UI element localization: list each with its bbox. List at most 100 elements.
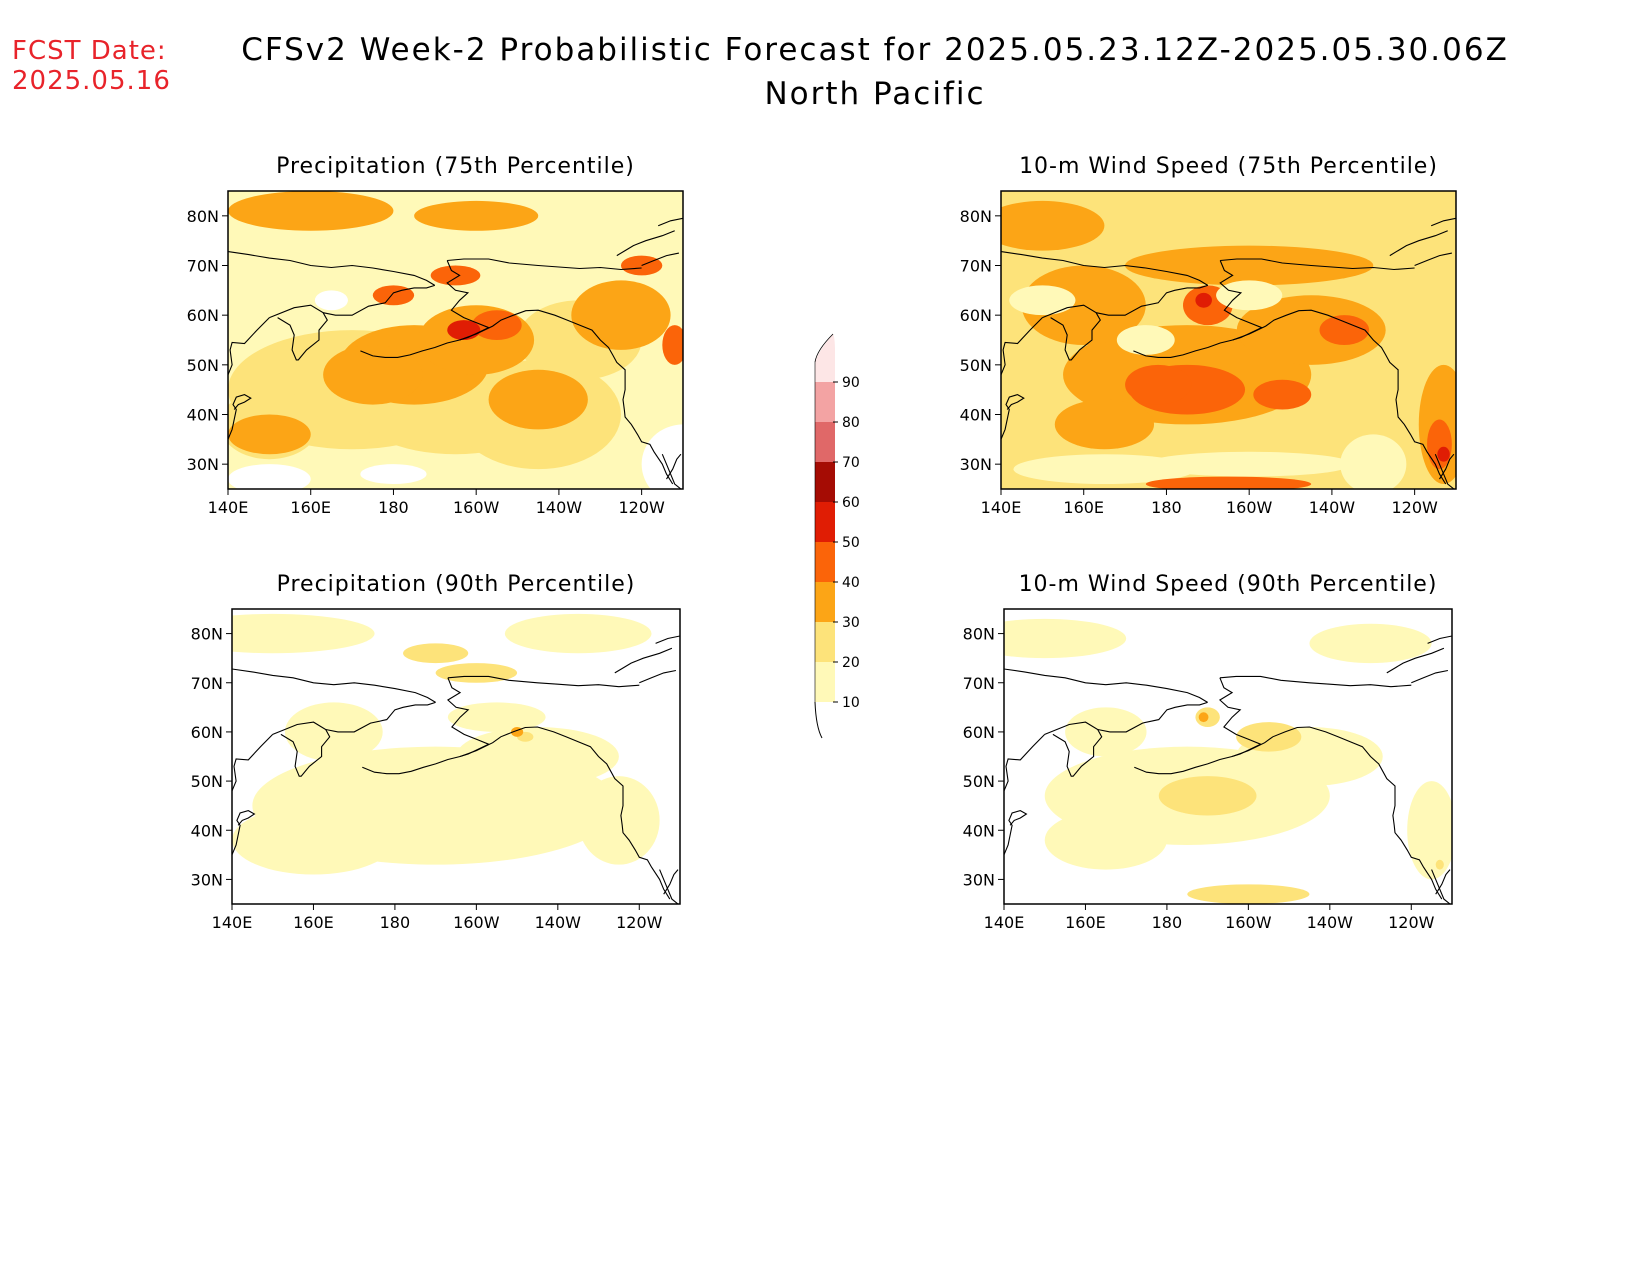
probability-contour [1044,810,1167,870]
lat-tick-label: 70N [960,257,992,276]
colorbar-label: 20 [842,655,860,671]
map-frame [231,608,681,905]
lat-tick-label: 60N [963,723,995,742]
probability-contour [504,613,652,654]
map-panel-precip90: Precipitation (90th Percentile) 80N 70N 60N… [191,572,681,932]
lon-tick-label: 140W [1309,498,1356,517]
probability-contour [430,265,481,286]
lat-tick-label: 80N [963,625,995,644]
probability-contour [314,290,348,311]
probability-contour [447,702,546,732]
probability-contour [1340,434,1407,489]
lon-tick-label: 120W [1391,498,1438,517]
probability-contour [414,200,539,231]
probability-contour [662,325,683,365]
lat-tick-label: 60N [187,306,219,325]
lat-tick-label: 80N [960,207,992,226]
probability-contour [1145,476,1312,489]
lon-tick-label: 160W [1226,498,1273,517]
probability-contour [1309,623,1432,664]
lon-tick-label: 180 [378,498,409,517]
colorbar-segment [815,422,835,462]
lon-tick-label: 140E [984,913,1025,932]
probability-contour [472,310,522,340]
lat-tick-label: 30N [191,870,223,889]
probability-contour [1125,245,1374,286]
probability-contour [1054,399,1155,450]
lat-tick-label: 60N [191,723,223,742]
page-subtitle: North Pacific [764,76,986,112]
map-frame [227,190,684,490]
forecast-date-label: FCST Date: 2025.05.16 [12,36,171,96]
lat-tick-label: 50N [187,356,219,375]
map-frame [1000,190,1457,490]
lat-tick-label: 40N [187,406,219,425]
lat-tick-label: 80N [191,625,223,644]
colorbar-segment [815,542,835,582]
lon-tick-label: 180 [1152,913,1183,932]
probability-contour [456,727,619,786]
probability-contour [323,344,423,405]
probability-contour [1435,859,1444,870]
probability-contour [1009,285,1076,316]
probability-contour [1407,781,1452,880]
probability-contour [1319,315,1370,345]
fcst-date-value: 2025.05.16 [12,66,171,96]
lon-tick-label: 160E [1065,913,1106,932]
probability-contour [232,805,395,875]
probability-contour [228,414,311,455]
probability-contour [228,464,311,489]
probability-contour [1216,280,1283,311]
lon-tick-label: 120W [618,498,665,517]
probability-contour [1236,295,1386,365]
lon-tick-label: 160E [293,913,334,932]
colorbar-label: 90 [842,375,860,391]
colorbar-label: 10 [842,695,860,711]
probability-contour [1004,618,1127,659]
lat-tick-label: 80N [187,207,219,226]
probability-field [232,609,680,904]
probability-contour [1195,292,1212,308]
map-frame [1003,608,1453,905]
probability-contour [372,285,415,306]
lon-tick-label: 140E [208,498,249,517]
lat-tick-label: 40N [191,821,223,840]
colorbar-label: 80 [842,415,860,431]
colorbar-label: 40 [842,575,860,591]
probability-contour [1236,722,1302,752]
lat-tick-label: 60N [960,306,992,325]
panel-title: Precipitation (75th Percentile) [276,154,635,179]
probability-contour [1158,776,1257,816]
colorbar-segment [815,662,835,702]
probability-contour [228,191,394,231]
probability-contour [1427,419,1452,470]
panel-title: 10-m Wind Speed (75th Percentile) [1019,154,1438,179]
colorbar-segment [815,382,835,422]
panel-title: Precipitation (90th Percentile) [277,572,636,597]
probability-contour [403,643,469,664]
map-panel-wind75: 10-m Wind Speed (75th Percentile) 80N 70N 6… [960,154,1457,517]
colorbar-label: 50 [842,535,860,551]
lon-tick-label: 160W [453,913,500,932]
lon-tick-label: 140E [981,498,1022,517]
probability-contour [1187,884,1310,904]
lon-tick-label: 160W [1225,913,1272,932]
probability-contour [488,369,588,430]
probability-contour [641,424,683,489]
probability-contour [1116,325,1175,355]
probability-contour [1253,379,1312,410]
colorbar-segment [815,334,835,382]
probability-contour [418,305,535,375]
lon-tick-label: 140E [212,913,253,932]
coastline [1001,217,1456,489]
lat-tick-label: 70N [963,674,995,693]
probability-field [228,191,683,489]
colorbar-label: 30 [842,615,860,631]
lon-tick-label: 160W [453,498,500,517]
probability-contour [571,280,671,350]
lon-tick-label: 160E [290,498,331,517]
colorbar-segment [815,582,835,622]
probability-contour [1125,364,1192,405]
lon-tick-label: 140W [536,498,583,517]
